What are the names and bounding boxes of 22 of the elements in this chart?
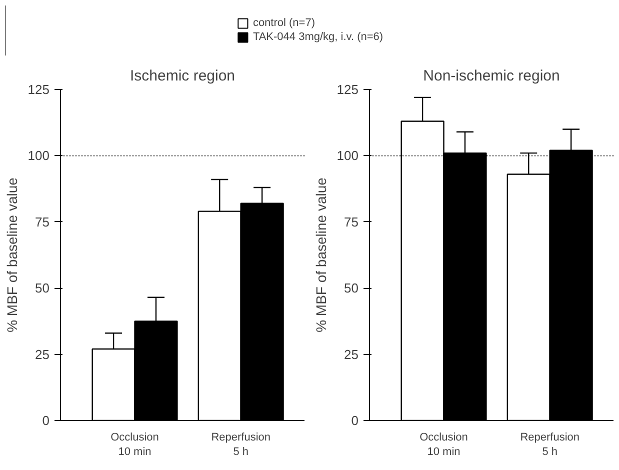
y-tick-label: 25 <box>35 346 50 362</box>
y-tick-label: 100 <box>28 148 50 164</box>
x-tick-label: Occlusion 10 min <box>110 432 159 458</box>
y-axis-title: % MBF of baseline value <box>312 177 329 332</box>
chart-title: Ischemic region <box>130 68 236 84</box>
y-tick-label: 125 <box>336 82 359 97</box>
x-tick-label: Occlusion 10 min <box>420 432 468 458</box>
x-tick-label: Reperfusion 5 h <box>520 432 580 458</box>
legend-label: control (n=7) <box>252 17 315 29</box>
y-tick-label: 50 <box>35 280 50 296</box>
legend-label: TAK-044 3mg/kg, i.v. (n=6) <box>252 31 384 43</box>
y-tick-label: 75 <box>35 214 50 230</box>
y-tick-label: 125 <box>28 82 50 97</box>
y-axis-title: % MBF of baseline value <box>4 177 20 332</box>
y-tick-label: 25 <box>344 346 359 362</box>
x-tick-label: Reperfusion 5 h <box>211 432 271 458</box>
y-tick-label: 50 <box>344 280 359 296</box>
y-tick-label: 0 <box>42 413 50 428</box>
chart-title: Non-ischemic region <box>423 68 560 84</box>
y-tick-label: 0 <box>351 413 359 428</box>
y-tick-label: 75 <box>344 214 359 230</box>
y-tick-label: 100 <box>336 148 359 164</box>
